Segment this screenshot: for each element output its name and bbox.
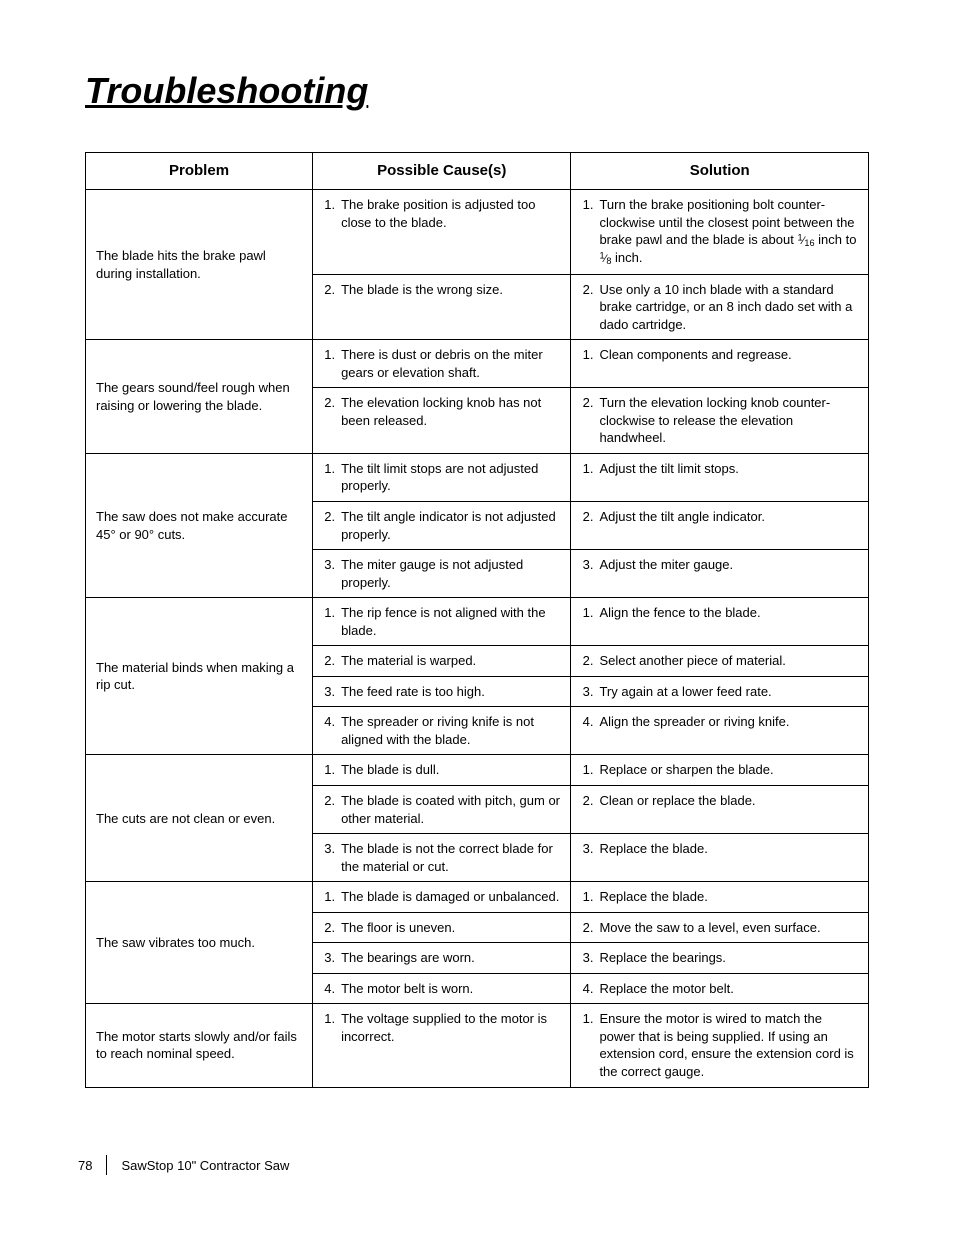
cause-cell: 1.The tilt limit stops are not adjusted … <box>313 453 571 501</box>
solution-cell: 1.Adjust the tilt limit stops. <box>571 453 869 501</box>
solution-cell: 1.Align the fence to the blade. <box>571 598 869 646</box>
solution-cell: 2.Select another piece of material. <box>571 646 869 677</box>
problem-cell: The saw vibrates too much. <box>86 882 313 1004</box>
col-header-cause: Possible Cause(s) <box>313 153 571 190</box>
table-row: The cuts are not clean or even.1.The bla… <box>86 755 869 786</box>
page-title: Troubleshooting <box>85 70 869 112</box>
solution-cell: 3.Adjust the miter gauge. <box>571 550 869 598</box>
footer-text: SawStop 10" Contractor Saw <box>121 1158 289 1173</box>
cause-cell: 2.The tilt angle indicator is not adjust… <box>313 501 571 549</box>
cause-cell: 1.The blade is dull. <box>313 755 571 786</box>
cause-cell: 3.The blade is not the correct blade for… <box>313 834 571 882</box>
cause-cell: 2.The blade is coated with pitch, gum or… <box>313 785 571 833</box>
solution-cell: 1.Clean components and regrease. <box>571 340 869 388</box>
table-row: The gears sound/feel rough when raising … <box>86 340 869 388</box>
problem-cell: The gears sound/feel rough when raising … <box>86 340 313 454</box>
solution-cell: 2.Turn the elevation locking knob counte… <box>571 388 869 454</box>
footer-separator <box>106 1155 107 1175</box>
cause-cell: 2.The blade is the wrong size. <box>313 274 571 340</box>
solution-cell: 2.Move the saw to a level, even surface. <box>571 912 869 943</box>
cause-cell: 1.The voltage supplied to the motor is i… <box>313 1004 571 1087</box>
cause-cell: 4.The motor belt is worn. <box>313 973 571 1004</box>
table-row: The saw vibrates too much.1.The blade is… <box>86 882 869 913</box>
page-number: 78 <box>78 1158 106 1173</box>
problem-cell: The blade hits the brake pawl during ins… <box>86 190 313 340</box>
cause-cell: 3.The feed rate is too high. <box>313 676 571 707</box>
problem-cell: The material binds when making a rip cut… <box>86 598 313 755</box>
cause-cell: 3.The miter gauge is not adjusted proper… <box>313 550 571 598</box>
col-header-problem: Problem <box>86 153 313 190</box>
solution-cell: 1.Ensure the motor is wired to match the… <box>571 1004 869 1087</box>
table-row: The saw does not make accurate 45° or 90… <box>86 453 869 501</box>
solution-cell: 3.Try again at a lower feed rate. <box>571 676 869 707</box>
table-row: The motor starts slowly and/or fails to … <box>86 1004 869 1087</box>
col-header-solution: Solution <box>571 153 869 190</box>
solution-cell: 3.Replace the bearings. <box>571 943 869 974</box>
solution-cell: 1.Replace or sharpen the blade. <box>571 755 869 786</box>
cause-cell: 1.The blade is damaged or unbalanced. <box>313 882 571 913</box>
solution-cell: 1.Turn the brake positioning bolt counte… <box>571 190 869 274</box>
solution-cell: 2.Clean or replace the blade. <box>571 785 869 833</box>
solution-cell: 4.Align the spreader or riving knife. <box>571 707 869 755</box>
solution-cell: 4.Replace the motor belt. <box>571 973 869 1004</box>
page-footer: 78 SawStop 10" Contractor Saw <box>78 1155 289 1175</box>
cause-cell: 2.The material is warped. <box>313 646 571 677</box>
cause-cell: 1.The rip fence is not aligned with the … <box>313 598 571 646</box>
table-header-row: Problem Possible Cause(s) Solution <box>86 153 869 190</box>
problem-cell: The cuts are not clean or even. <box>86 755 313 882</box>
cause-cell: 2.The elevation locking knob has not bee… <box>313 388 571 454</box>
solution-cell: 2.Adjust the tilt angle indicator. <box>571 501 869 549</box>
problem-cell: The motor starts slowly and/or fails to … <box>86 1004 313 1087</box>
cause-cell: 1.There is dust or debris on the miter g… <box>313 340 571 388</box>
solution-cell: 2.Use only a 10 inch blade with a standa… <box>571 274 869 340</box>
cause-cell: 3.The bearings are worn. <box>313 943 571 974</box>
table-row: The blade hits the brake pawl during ins… <box>86 190 869 274</box>
troubleshooting-table: Problem Possible Cause(s) Solution The b… <box>85 152 869 1088</box>
solution-cell: 3.Replace the blade. <box>571 834 869 882</box>
solution-cell: 1.Replace the blade. <box>571 882 869 913</box>
table-row: The material binds when making a rip cut… <box>86 598 869 646</box>
problem-cell: The saw does not make accurate 45° or 90… <box>86 453 313 597</box>
cause-cell: 4.The spreader or riving knife is not al… <box>313 707 571 755</box>
cause-cell: 2.The floor is uneven. <box>313 912 571 943</box>
cause-cell: 1.The brake position is adjusted too clo… <box>313 190 571 274</box>
